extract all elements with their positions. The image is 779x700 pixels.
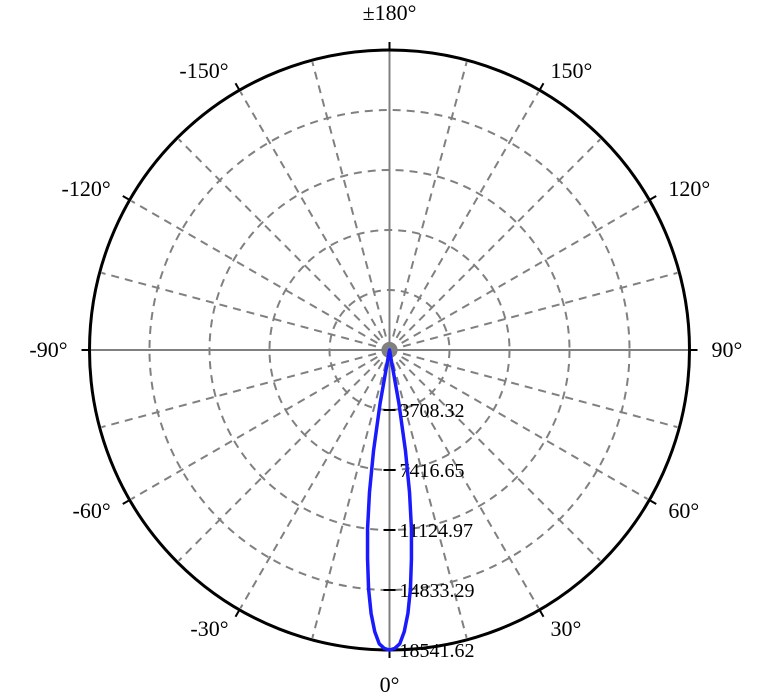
angle-label: -120°	[62, 176, 111, 201]
angle-label: 60°	[668, 498, 699, 523]
angle-label: -90°	[29, 337, 67, 362]
angle-label: 120°	[668, 176, 710, 201]
angle-label: -30°	[190, 616, 228, 641]
angle-label: -150°	[179, 58, 228, 83]
angle-label: 0°	[380, 672, 400, 697]
radial-label: 3708.32	[400, 400, 465, 422]
angle-label: 150°	[551, 58, 593, 83]
radial-label: 18541.62	[400, 640, 475, 662]
angle-label: -60°	[73, 498, 111, 523]
angle-label: ±180°	[363, 0, 417, 25]
angle-label: 30°	[551, 616, 582, 641]
angle-label: 90°	[712, 337, 743, 362]
